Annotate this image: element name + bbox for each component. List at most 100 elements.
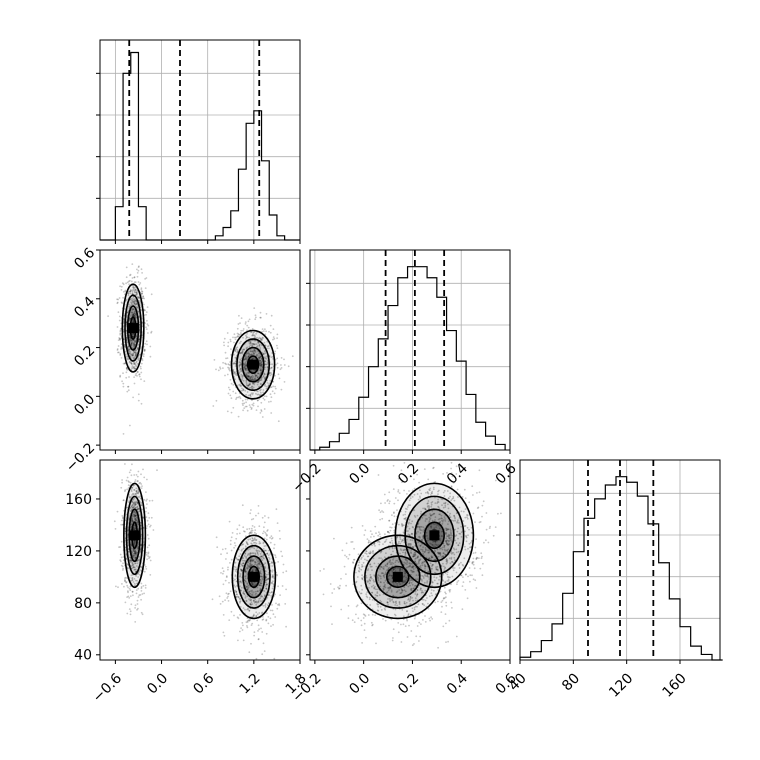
sample-point xyxy=(260,316,262,319)
sample-point xyxy=(259,365,262,368)
sample-point xyxy=(131,504,134,506)
sample-point xyxy=(252,352,255,355)
sample-point xyxy=(255,611,258,614)
sample-point xyxy=(262,389,265,391)
sample-point xyxy=(132,313,135,316)
sample-point xyxy=(118,297,121,299)
sample-point xyxy=(129,507,132,509)
sample-point xyxy=(402,623,405,626)
sample-point xyxy=(267,622,270,625)
sample-point xyxy=(240,568,242,571)
sample-point xyxy=(248,384,250,387)
sample-point xyxy=(255,346,258,348)
sample-point xyxy=(258,584,261,587)
sample-point xyxy=(247,385,250,387)
sample-point xyxy=(133,543,136,546)
sample-point xyxy=(269,541,272,544)
sample-point xyxy=(127,349,130,351)
sample-point xyxy=(130,474,133,477)
y-tick-label: 0.6 xyxy=(71,245,98,272)
sample-point xyxy=(250,353,253,356)
sample-point xyxy=(419,635,422,638)
sample-point xyxy=(134,314,137,316)
sample-point xyxy=(259,575,262,578)
sample-point xyxy=(253,349,256,352)
sample-point xyxy=(132,553,135,555)
sample-point xyxy=(126,476,129,479)
sample-point xyxy=(233,546,236,549)
sample-point xyxy=(132,581,135,583)
sample-point xyxy=(345,542,348,545)
sample-point xyxy=(245,363,248,366)
sample-point xyxy=(252,378,254,380)
sample-point xyxy=(152,529,155,531)
sample-point xyxy=(117,351,119,354)
sample-point xyxy=(262,397,265,400)
sample-point xyxy=(240,332,242,334)
sample-point xyxy=(129,610,132,613)
sample-point xyxy=(270,625,272,627)
sample-point xyxy=(143,498,146,501)
sample-point xyxy=(238,524,241,527)
sample-point xyxy=(223,344,226,347)
sample-point xyxy=(240,317,243,319)
sample-point xyxy=(125,298,128,301)
sample-point xyxy=(138,323,141,326)
sample-point xyxy=(136,475,139,478)
sample-point xyxy=(130,488,133,491)
axes-frame xyxy=(309,249,511,451)
sample-point xyxy=(140,402,143,405)
sample-point xyxy=(122,499,125,502)
sample-point xyxy=(252,599,255,602)
sample-point xyxy=(135,565,138,567)
sample-point xyxy=(129,351,132,353)
sample-point xyxy=(124,463,126,465)
sample-point xyxy=(127,480,130,483)
sample-point xyxy=(258,365,261,367)
sample-point xyxy=(242,329,244,332)
sample-point xyxy=(330,605,332,608)
sample-point xyxy=(246,398,249,401)
sample-point xyxy=(133,363,136,365)
sample-point xyxy=(242,639,245,642)
sample-point xyxy=(239,367,242,370)
sample-point xyxy=(124,289,127,292)
sample-point xyxy=(116,349,119,351)
sample-point xyxy=(265,584,268,586)
sample-point xyxy=(253,339,256,342)
sample-point xyxy=(136,520,139,523)
sample-point xyxy=(475,587,478,589)
sample-point xyxy=(135,289,137,291)
sample-point xyxy=(254,369,257,372)
sample-point xyxy=(250,604,252,606)
sample-point xyxy=(150,516,153,519)
sample-point xyxy=(264,565,266,568)
sample-point xyxy=(120,285,123,288)
sample-point xyxy=(251,563,254,566)
sample-point xyxy=(345,584,347,587)
sample-point xyxy=(252,343,255,346)
sample-point xyxy=(244,398,247,401)
sample-point xyxy=(135,556,138,558)
sample-point xyxy=(132,556,135,559)
sample-point xyxy=(131,564,134,567)
sample-point xyxy=(120,564,123,567)
sample-point xyxy=(248,610,251,612)
sample-point xyxy=(251,546,254,549)
sample-point xyxy=(133,301,136,303)
sample-point xyxy=(258,336,261,339)
sample-point xyxy=(251,403,254,406)
sample-point xyxy=(140,587,143,590)
sample-point xyxy=(215,536,218,539)
sample-point xyxy=(239,368,242,371)
sample-point xyxy=(249,393,252,396)
sample-point xyxy=(123,317,125,320)
sample-point xyxy=(381,517,384,520)
sample-point xyxy=(132,594,134,597)
sample-point xyxy=(137,587,140,590)
sample-point xyxy=(249,382,252,385)
sample-point xyxy=(134,313,137,316)
sample-point xyxy=(250,386,253,389)
sample-point xyxy=(397,622,400,624)
